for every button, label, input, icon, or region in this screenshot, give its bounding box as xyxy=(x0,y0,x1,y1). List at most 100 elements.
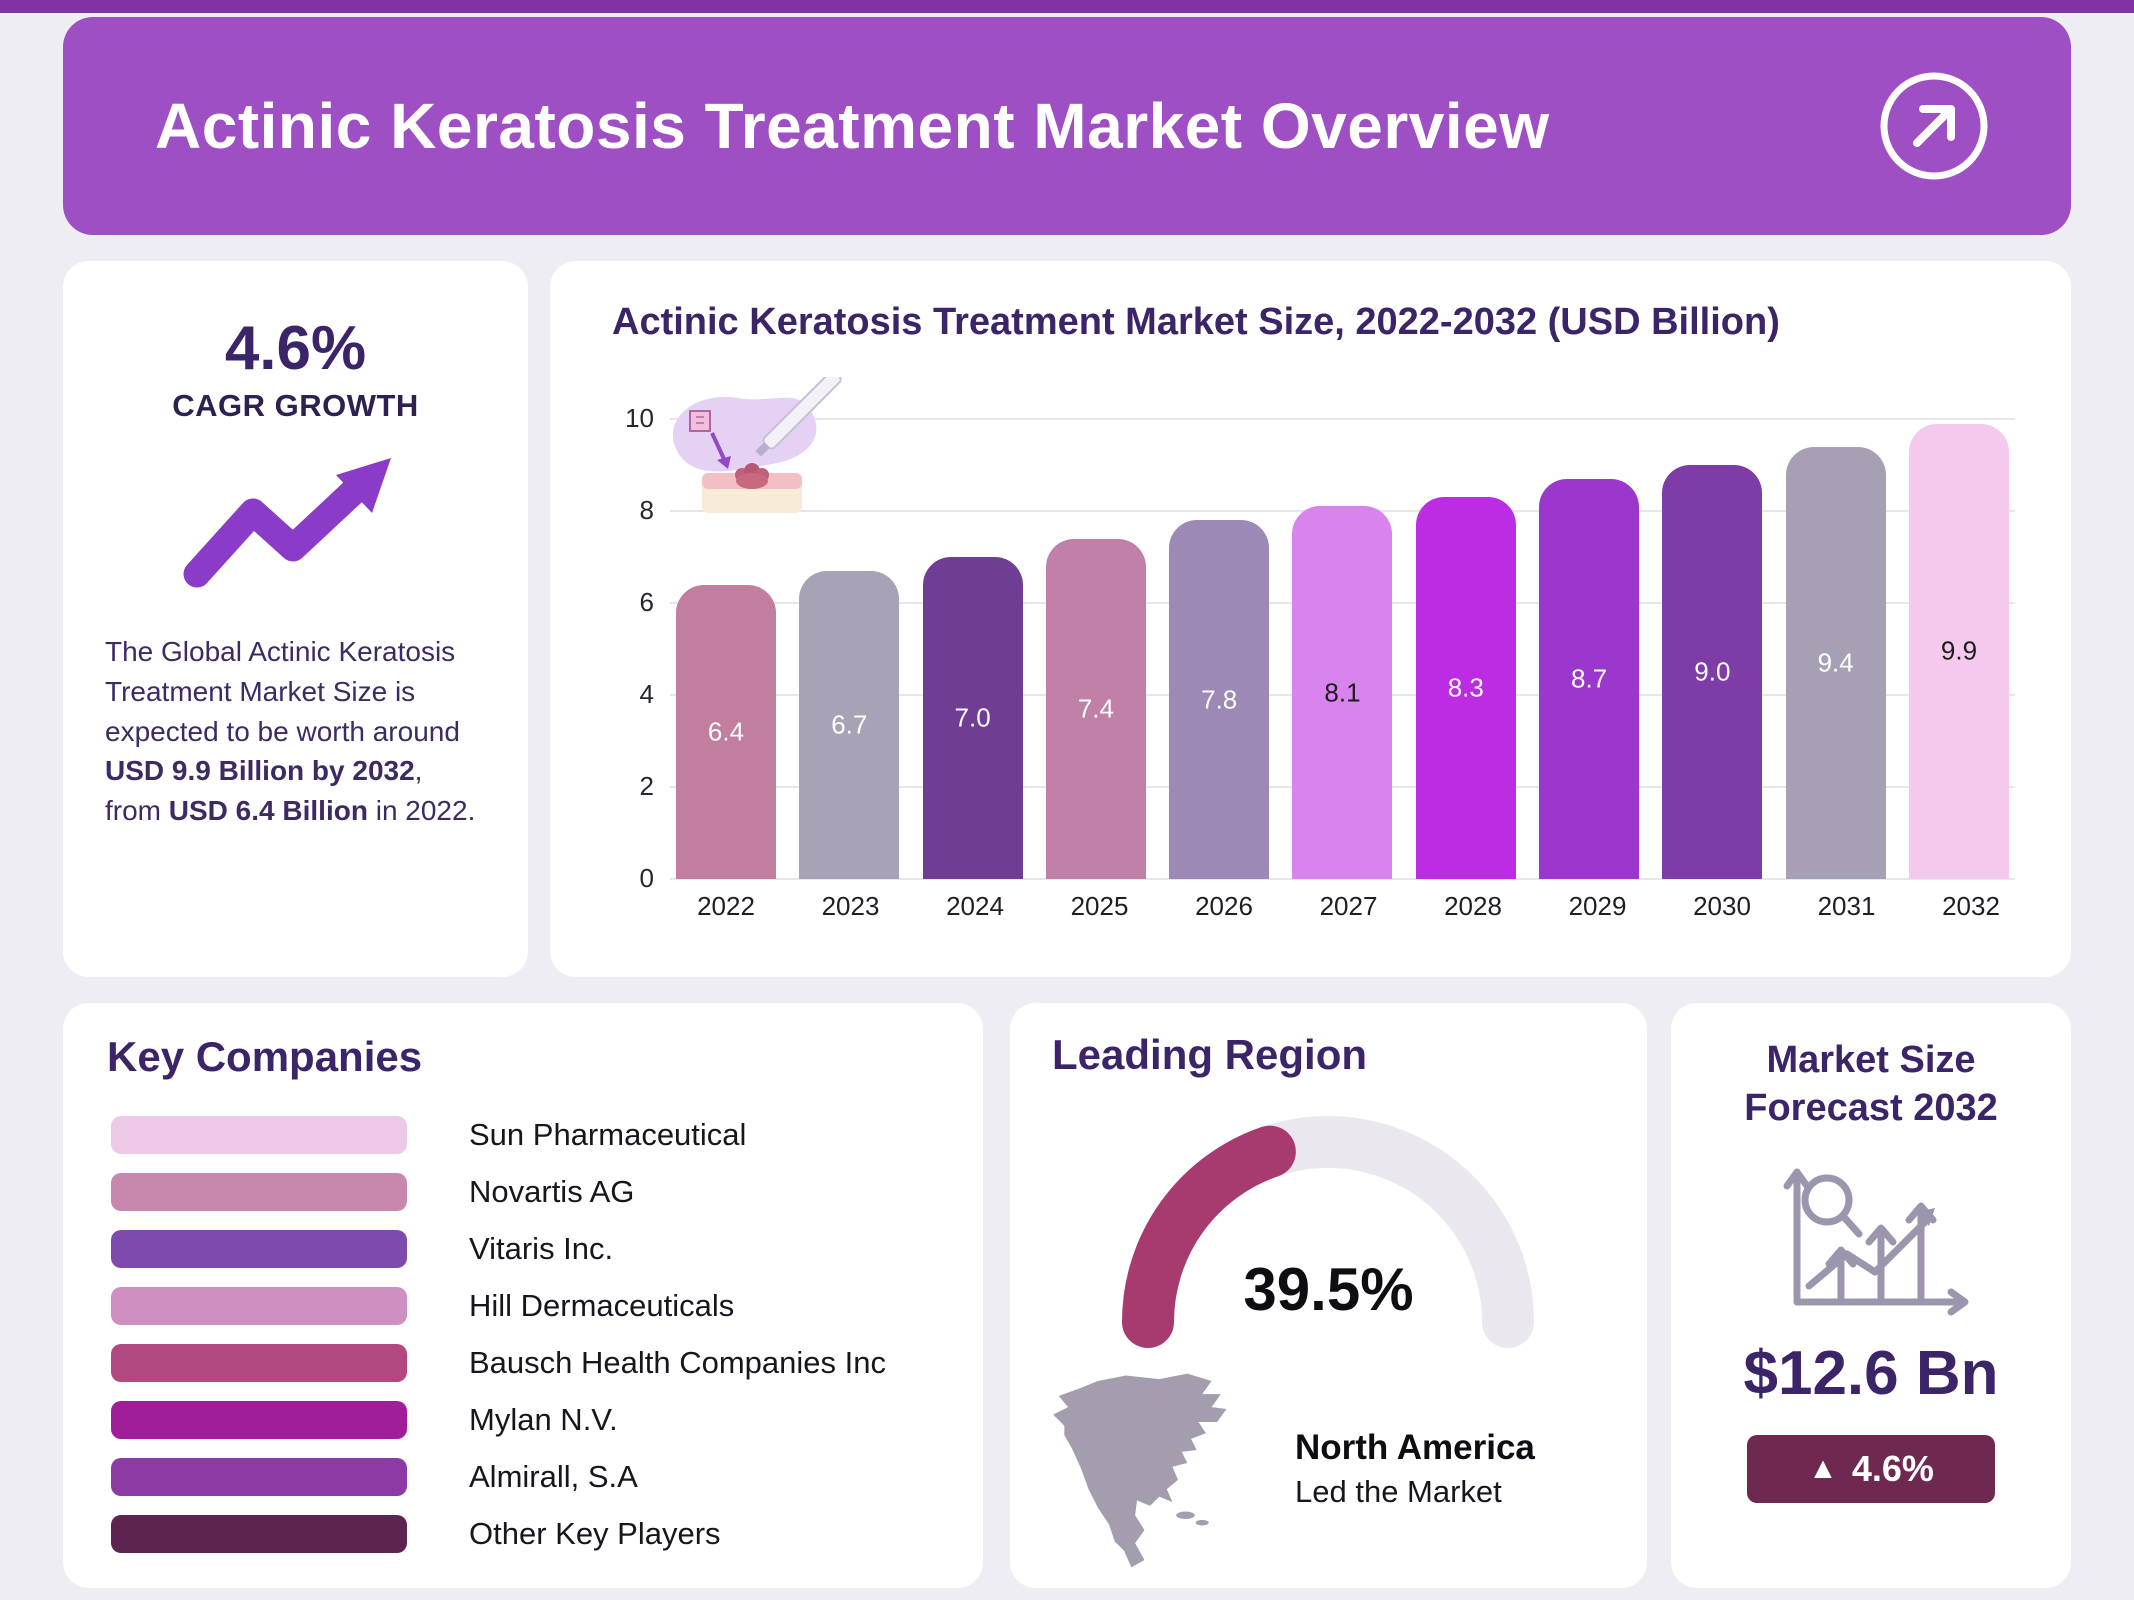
cagr-label: CAGR GROWTH xyxy=(172,388,419,423)
bar-series: 6.4 6.7 7.0 7.4 7.8 8.1 8.3 8.7 9.0 9.4 9.9 xyxy=(670,419,2015,879)
company-row: Mylan N.V. xyxy=(111,1398,943,1442)
y-axis-tick-label: 4 xyxy=(639,679,654,709)
bar-2030: 9.0 xyxy=(1662,465,1763,879)
y-axis-tick-label: 0 xyxy=(639,863,654,893)
gauge-fill xyxy=(1122,1116,1534,1348)
region-share-value: 39.5% xyxy=(1243,1256,1414,1323)
company-name: Vitaris Inc. xyxy=(469,1231,614,1266)
leading-region-name: North America xyxy=(1295,1428,1535,1467)
company-row: Bausch Health Companies Inc xyxy=(111,1341,943,1385)
bar-column-2028: 8.3 xyxy=(1415,419,1516,879)
skin-treatment-illustration-icon xyxy=(672,377,842,513)
bar-value-label: 8.1 xyxy=(1324,677,1361,708)
bar-2024: 7.0 xyxy=(922,557,1023,879)
leading-region-heading: Leading Region xyxy=(1052,1031,1367,1078)
forecast-heading: Market Size Forecast 2032 xyxy=(1671,1037,2071,1132)
header: Actinic Keratosis Treatment Market Overv… xyxy=(63,17,2071,235)
company-color-bar xyxy=(111,1287,407,1325)
bar-value-label: 8.3 xyxy=(1447,672,1484,703)
growth-arrow-icon xyxy=(183,458,391,588)
north-america-map-icon xyxy=(1053,1373,1227,1568)
cagr-description-segment: USD 6.4 Billion xyxy=(168,795,368,826)
region-text-block: North America Led the Market xyxy=(1295,1428,1535,1510)
x-axis-label: 2025 xyxy=(1070,891,1129,921)
market-forecast-card: Market Size Forecast 2032 $12.6 Bn ▲ 4.6… xyxy=(1671,1003,2071,1588)
growth-badge-label: 4.6% xyxy=(1851,1448,1934,1489)
chart-title: Actinic Keratosis Treatment Market Size,… xyxy=(612,301,1780,343)
bar-value-label: 9.0 xyxy=(1694,656,1731,687)
x-axis-label: 2031 xyxy=(1817,891,1876,921)
x-axis-label: 2023 xyxy=(821,891,880,921)
cagr-description-segment: in 2022. xyxy=(367,795,476,826)
bar-column-2025: 7.4 xyxy=(1045,419,1146,879)
y-gridline xyxy=(670,418,2015,420)
cagr-description: The Global Actinic Keratosis Treatment M… xyxy=(105,632,486,831)
cagr-value: 4.6% xyxy=(224,314,367,383)
bar-column-2032: 9.9 xyxy=(1908,419,2009,879)
company-color-bar xyxy=(111,1344,407,1382)
company-list: Sun Pharmaceutical Novartis AG Vitaris Inc… xyxy=(111,1113,943,1569)
company-color-bar xyxy=(111,1173,407,1211)
bar-column-2022: 6.4 xyxy=(676,419,776,879)
y-axis-tick-label: 10 xyxy=(625,403,654,433)
bar-2027: 8.1 xyxy=(1292,506,1393,879)
forecast-heading-line1: Market Size xyxy=(1766,1039,1976,1081)
x-axis-labels: 2022 2023 2024 2025 2026 2027 2028 2029 2030 2031… xyxy=(670,891,2027,922)
company-name: Other Key Players xyxy=(469,1516,721,1551)
company-name: Bausch Health Companies Inc xyxy=(469,1345,887,1380)
bar-value-label: 7.8 xyxy=(1201,684,1238,715)
company-row: Vitaris Inc. xyxy=(111,1227,943,1271)
bar-2023: 6.7 xyxy=(799,570,900,879)
company-row: Sun Pharmaceutical xyxy=(111,1113,943,1157)
company-color-bar xyxy=(111,1116,407,1154)
bar-column-2024: 7.0 xyxy=(922,419,1023,879)
y-axis-tick-label: 6 xyxy=(639,587,654,617)
x-axis-label: 2029 xyxy=(1568,891,1627,921)
x-axis-label: 2032 xyxy=(1942,891,2000,921)
cagr-card: 4.6% CAGR GROWTH The Global Actinic Kera… xyxy=(63,261,528,977)
forecast-value: $12.6 Bn xyxy=(1743,1339,1999,1408)
leading-region-card: Leading Region 39.5% North America Led t… xyxy=(1010,1003,1647,1588)
bar-column-2027: 8.1 xyxy=(1292,419,1393,879)
gauge-arc xyxy=(1122,1116,1534,1348)
bar-2028: 8.3 xyxy=(1415,497,1516,879)
bar-value-label: 7.0 xyxy=(954,702,991,733)
y-axis-tick-label: 8 xyxy=(639,495,654,525)
bar-column-2030: 9.0 xyxy=(1662,419,1763,879)
bar-value-label: 6.7 xyxy=(831,709,868,740)
company-color-bar xyxy=(111,1458,407,1496)
x-axis-label: 2024 xyxy=(946,891,1004,921)
bar-value-label: 9.4 xyxy=(1817,647,1854,678)
cagr-description-segment: The Global Actinic Keratosis Treatment M… xyxy=(105,636,460,747)
company-color-bar xyxy=(111,1515,407,1553)
forecast-heading-line2: Forecast 2032 xyxy=(1744,1086,1998,1129)
key-companies-heading: Key Companies xyxy=(107,1033,423,1080)
cagr-description-segment: , from xyxy=(105,755,423,826)
x-axis-label: 2026 xyxy=(1195,891,1253,921)
bar-value-label: 8.7 xyxy=(1571,663,1608,694)
bar-2029: 8.7 xyxy=(1539,478,1640,879)
cagr-description-segment: USD 9.9 Billion by 2032 xyxy=(105,755,415,787)
company-color-bar xyxy=(111,1230,407,1268)
arrow-up-right-circle-icon xyxy=(1880,72,1988,180)
bar-2031: 9.4 xyxy=(1785,446,1886,879)
company-row: Hill Dermaceuticals xyxy=(111,1284,943,1328)
leading-region-caption: Led the Market xyxy=(1295,1474,1502,1509)
bar-2032: 9.9 xyxy=(1908,423,2009,879)
page-title: Actinic Keratosis Treatment Market Overv… xyxy=(155,90,1550,162)
company-name: Sun Pharmaceutical xyxy=(469,1117,747,1152)
bar-value-label: 7.4 xyxy=(1077,693,1114,724)
bar-column-2031: 9.4 xyxy=(1785,419,1886,879)
company-row: Almirall, S.A xyxy=(111,1455,943,1499)
top-accent-strip xyxy=(0,0,2134,13)
x-axis-label: 2030 xyxy=(1693,891,1751,921)
y-axis-tick-label: 2 xyxy=(639,771,654,801)
bar-column-2026: 7.8 xyxy=(1169,419,1270,879)
bar-2022: 6.4 xyxy=(676,584,776,879)
bar-value-label: 6.4 xyxy=(707,716,745,747)
company-name: Almirall, S.A xyxy=(469,1459,638,1494)
company-name: Mylan N.V. xyxy=(469,1402,618,1437)
bar-2025: 7.4 xyxy=(1045,538,1146,879)
company-name: Novartis AG xyxy=(469,1174,635,1209)
